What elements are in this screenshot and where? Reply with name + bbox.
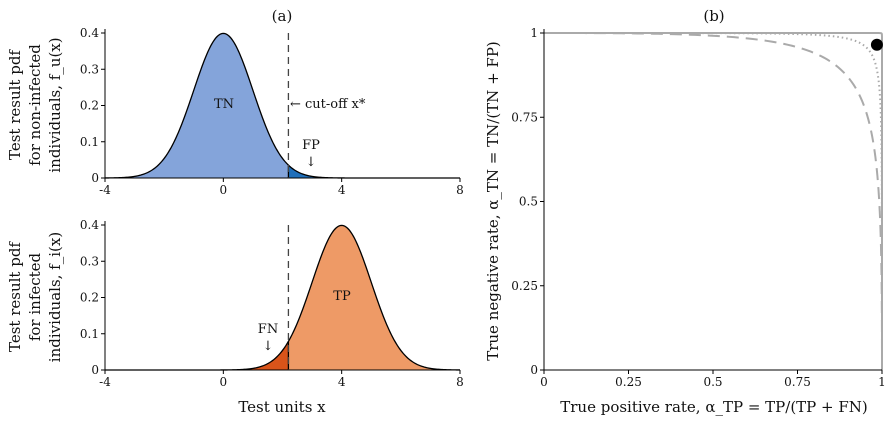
fp-arrow: ↓ — [306, 155, 317, 170]
roc-curves-layer — [544, 32, 883, 370]
fp-label: FP — [302, 138, 320, 153]
bottom-axes: -4 0 4 800.10.20.30.4 — [80, 218, 464, 389]
roc-x-tick-label-4: 1 — [878, 375, 886, 389]
panel-b-label: (b) — [703, 7, 724, 25]
roc-y-tick-label-3: 0.75 — [511, 110, 538, 124]
roc-axes: 0 0.25 0.5 0.75 1 0 0.25 0.5 0.75 1 — [511, 26, 886, 389]
roc-x-tick-label-0: 0 — [540, 375, 548, 389]
roc-y-tick-label-1: 0.25 — [511, 279, 538, 293]
bottom-panel-infected-pdf: -4 0 4 800.10.20.30.4 TP FN ↓ Test result p… — [6, 218, 464, 416]
roc-curve-dotted — [544, 32, 883, 370]
top-axes: -4 0 4 800.10.20.30.4 — [80, 26, 464, 197]
bottom-xlabel: Test units x — [238, 398, 326, 416]
bottom-y-tick-label-3: 0.3 — [80, 254, 99, 268]
roc-xlabel: True positive rate, α_TP = TP/(TP + FN) — [560, 398, 868, 416]
roc-x-tick-label-3: 0.75 — [784, 375, 811, 389]
roc-curve-dashed — [544, 32, 883, 370]
top-y-tick-label-3: 0.3 — [80, 62, 99, 76]
roc-y-tick-label-0: 0 — [530, 363, 538, 377]
bottom-x-tick-label-3: 8 — [456, 375, 464, 389]
top-area-layer — [104, 32, 460, 179]
top-x-tick-label-2: 4 — [338, 183, 346, 197]
top-ylabel-3: individuals, f_u(x) — [46, 37, 64, 172]
top-x-tick-label-3: 8 — [456, 183, 464, 197]
roc-ylabel: True negative rate, α_TN = TN/(TN + FP) — [484, 41, 502, 361]
bottom-pdf-curve — [105, 224, 461, 371]
bottom-region-fn — [105, 341, 289, 370]
fn-arrow: ↓ — [263, 339, 274, 354]
roc-curve-solid — [544, 32, 883, 370]
top-region-tn — [105, 33, 289, 179]
cutoff-annotation: ← cut-off x* — [290, 97, 366, 112]
top-y-tick-label-0: 0 — [91, 171, 99, 185]
roc-y-tick-label-4: 1 — [530, 26, 538, 40]
top-region-fp — [288, 165, 460, 178]
bottom-y-tick-label-0: 0 — [91, 363, 99, 377]
bottom-ylabel-1: Test result pdf — [6, 241, 24, 352]
bottom-ylabel-2: for infected — [26, 252, 44, 341]
bottom-x-tick-label-2: 4 — [338, 375, 346, 389]
bottom-x-tick-label-1: 0 — [220, 375, 228, 389]
top-y-tick-label-4: 0.4 — [80, 26, 99, 40]
bottom-ylabel-3: individuals, f_i(x) — [46, 232, 64, 362]
bottom-y-tick-label-1: 0.1 — [80, 327, 99, 341]
roc-x-tick-label-1: 0.25 — [615, 375, 642, 389]
top-y-tick-label-1: 0.1 — [80, 135, 99, 149]
tn-label: TN — [214, 97, 234, 112]
top-panel-nonfected-pdf: (a) -4 0 4 800.10.20.30.4 TN ← cut-off x* F… — [6, 7, 464, 197]
top-ylabel-1: Test result pdf — [6, 49, 24, 160]
tp-label: TP — [333, 289, 351, 304]
top-y-tick-label-2: 0.2 — [80, 99, 99, 113]
top-x-tick-label-1: 0 — [220, 183, 228, 197]
roc-panel: (b) 0 0.25 0.5 0.75 1 0 0.25 0.5 0.75 1 True posi… — [484, 7, 886, 416]
panel-a-label: (a) — [272, 7, 293, 25]
roc-x-tick-label-2: 0.5 — [703, 375, 722, 389]
top-ylabel-2: for non-infected — [26, 44, 44, 166]
bottom-x-tick-label-0: -4 — [99, 375, 111, 389]
roc-operating-point — [870, 38, 883, 51]
bottom-region-tp — [288, 225, 460, 370]
top-pdf-curve — [104, 32, 460, 179]
bottom-y-tick-label-4: 0.4 — [80, 218, 99, 232]
bottom-y-tick-label-2: 0.2 — [80, 291, 99, 305]
bottom-area-layer — [105, 224, 461, 371]
roc-y-tick-label-2: 0.5 — [519, 195, 538, 209]
fn-label: FN — [258, 322, 278, 337]
top-x-tick-label-0: -4 — [99, 183, 111, 197]
